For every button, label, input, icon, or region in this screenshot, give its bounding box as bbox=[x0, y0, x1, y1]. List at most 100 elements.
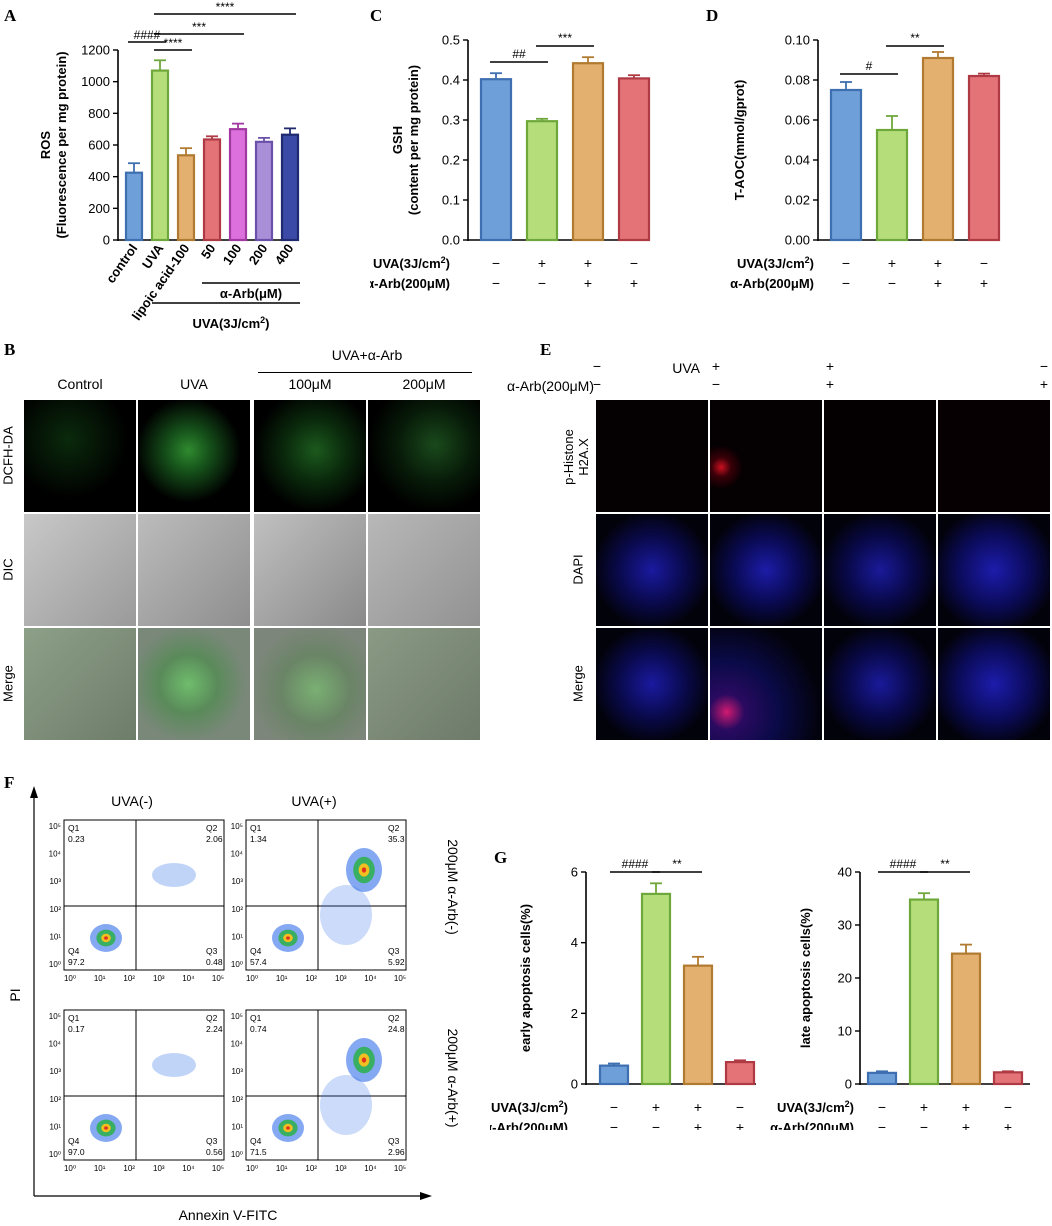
x-tick-label: 10³ bbox=[335, 1164, 347, 1173]
x-axis-title: Annexin V-FITC bbox=[179, 1207, 278, 1223]
row-header-label: + bbox=[825, 358, 835, 374]
y-tick-label: 10⁵ bbox=[231, 1012, 243, 1021]
y-tick-label: 10⁰ bbox=[49, 1150, 61, 1159]
x-tick-label: 10⁵ bbox=[212, 974, 224, 983]
flow-plot-frame bbox=[63, 1009, 225, 1161]
quadrant-value: 24.8 bbox=[388, 1024, 405, 1034]
row-header-label: + bbox=[825, 376, 835, 392]
y-tick-label: 10¹ bbox=[49, 932, 61, 941]
y-tick-label: 800 bbox=[88, 106, 110, 121]
y-tick-label: 0.02 bbox=[785, 193, 810, 208]
micrograph-image bbox=[138, 400, 250, 512]
quadrant-name: Q1 bbox=[250, 1013, 262, 1023]
significance-label: ** bbox=[910, 31, 920, 45]
quadrant-value: 97.2 bbox=[68, 957, 85, 967]
quadrant-name: Q4 bbox=[68, 1136, 80, 1146]
panel-f-flow-cytometry: PI Annexin V-FITC UVA(-) UVA(+) 200μM α-Arb(… bbox=[0, 780, 490, 1226]
micrograph-image bbox=[824, 400, 936, 512]
sign-arb: − bbox=[842, 275, 850, 291]
row-label-line: p-Histone bbox=[561, 429, 576, 485]
y-tick-label: 0.0 bbox=[442, 233, 460, 248]
y-axis-label: (content per mg protein) bbox=[406, 65, 421, 215]
x-tick-label: 10² bbox=[305, 1164, 317, 1173]
sign-arb: + bbox=[980, 275, 988, 291]
x-category-label: control bbox=[103, 241, 141, 286]
y-tick-label: 10³ bbox=[49, 877, 61, 886]
row-header-label: α-Arb(200μM) bbox=[507, 378, 594, 394]
micrograph-image bbox=[24, 400, 136, 512]
bar bbox=[908, 898, 940, 1086]
scatter-cloud bbox=[152, 1053, 196, 1077]
y-tick-label: 10⁴ bbox=[49, 850, 62, 859]
x-tick-label: 10⁰ bbox=[246, 1164, 258, 1173]
quadrant-value: 0.17 bbox=[68, 1024, 85, 1034]
y-axis-label: GSH bbox=[390, 126, 405, 154]
sign-uva: − bbox=[980, 255, 988, 271]
y-tick-label: 0.06 bbox=[785, 113, 810, 128]
micrograph-image bbox=[24, 514, 136, 626]
y-tick-label: 10¹ bbox=[231, 1122, 243, 1131]
significance-label: #### bbox=[134, 28, 161, 42]
chart-g-early-apoptosis: 0 2 4 6 early apoptosis cells(%) #### ** UVA(3J… bbox=[490, 857, 756, 1130]
bar bbox=[866, 1071, 898, 1086]
group-label-uva: UVA(3J/cm2) bbox=[192, 315, 269, 331]
row-label: DCFH-DA bbox=[0, 426, 16, 485]
quadrant-name: Q2 bbox=[388, 1013, 400, 1023]
sign-arb: − bbox=[878, 1119, 886, 1130]
quadrant-value: 97.0 bbox=[68, 1147, 85, 1157]
quadrant-value: 35.3 bbox=[388, 834, 405, 844]
cell-population-max bbox=[361, 867, 367, 873]
quadrant-name: Q1 bbox=[68, 1013, 80, 1023]
panel-letter-e: E bbox=[540, 340, 552, 359]
row-label-uva: UVA(3J/cm2) bbox=[777, 1099, 854, 1115]
row-header-label: + bbox=[711, 358, 721, 374]
sign-uva: + bbox=[694, 1099, 702, 1115]
scatter-cloud bbox=[152, 863, 196, 887]
sign-uva: − bbox=[630, 255, 638, 271]
bar bbox=[598, 1064, 630, 1086]
cell-population-max bbox=[286, 1126, 290, 1130]
cell-population-max bbox=[104, 1126, 108, 1130]
x-category-label: 50 bbox=[198, 241, 219, 261]
quadrant-name: Q4 bbox=[68, 946, 80, 956]
sign-arb: − bbox=[538, 275, 546, 291]
y-tick-label: 10⁴ bbox=[231, 850, 244, 859]
significance-label: ** bbox=[672, 857, 682, 871]
quadrant-name: Q3 bbox=[388, 1136, 400, 1146]
y-axis-label: ROS bbox=[38, 131, 53, 160]
y-tick-label: 1000 bbox=[81, 74, 110, 89]
significance-label: ## bbox=[512, 47, 526, 61]
x-tick-label: 10³ bbox=[153, 974, 165, 983]
panel-letter-g: G bbox=[494, 848, 508, 867]
micrograph-image bbox=[368, 400, 480, 512]
quadrant-name: Q1 bbox=[68, 823, 80, 833]
y-axis-label: (Fluorescence per mg protein) bbox=[54, 51, 69, 238]
y-tick-label: 10⁴ bbox=[231, 1040, 244, 1049]
y-tick-label: 10² bbox=[231, 905, 243, 914]
cell-population-max bbox=[361, 1057, 367, 1063]
row-label-arb: α-Arb(200μM) bbox=[490, 1120, 568, 1130]
sign-arb: − bbox=[652, 1119, 660, 1130]
x-tick-label: 10⁵ bbox=[394, 974, 406, 983]
col-label: UVA(+) bbox=[291, 793, 336, 809]
micrograph-image bbox=[254, 400, 366, 512]
chart-d-taoc: 0.00 0.02 0.04 0.06 0.08 0.10 T-AOC(mmol/gprot… bbox=[730, 31, 1001, 291]
row-label: 200μM α-Arb(+) bbox=[445, 1028, 461, 1127]
sign-arb: + bbox=[630, 275, 638, 291]
quadrant-value: 71.5 bbox=[250, 1147, 267, 1157]
y-tick-label: 2 bbox=[571, 1006, 578, 1021]
sign-arb: + bbox=[1004, 1119, 1012, 1130]
x-tick-label: 10⁴ bbox=[364, 1164, 377, 1173]
y-tick-label: 10¹ bbox=[49, 1122, 61, 1131]
row-label: Merge bbox=[570, 665, 586, 702]
y-tick-label: 1200 bbox=[81, 43, 110, 58]
sign-uva: + bbox=[652, 1099, 660, 1115]
x-tick-label: 10⁰ bbox=[64, 974, 76, 983]
micrograph-image bbox=[254, 628, 366, 740]
y-tick-label: 10⁵ bbox=[49, 822, 61, 831]
row-header-label: UVA bbox=[672, 360, 700, 376]
quadrant-value: 2.96 bbox=[388, 1147, 405, 1157]
significance-label: *** bbox=[558, 31, 572, 45]
bar bbox=[571, 62, 605, 242]
y-axis-label: late apoptosis cells(%) bbox=[798, 908, 813, 1048]
